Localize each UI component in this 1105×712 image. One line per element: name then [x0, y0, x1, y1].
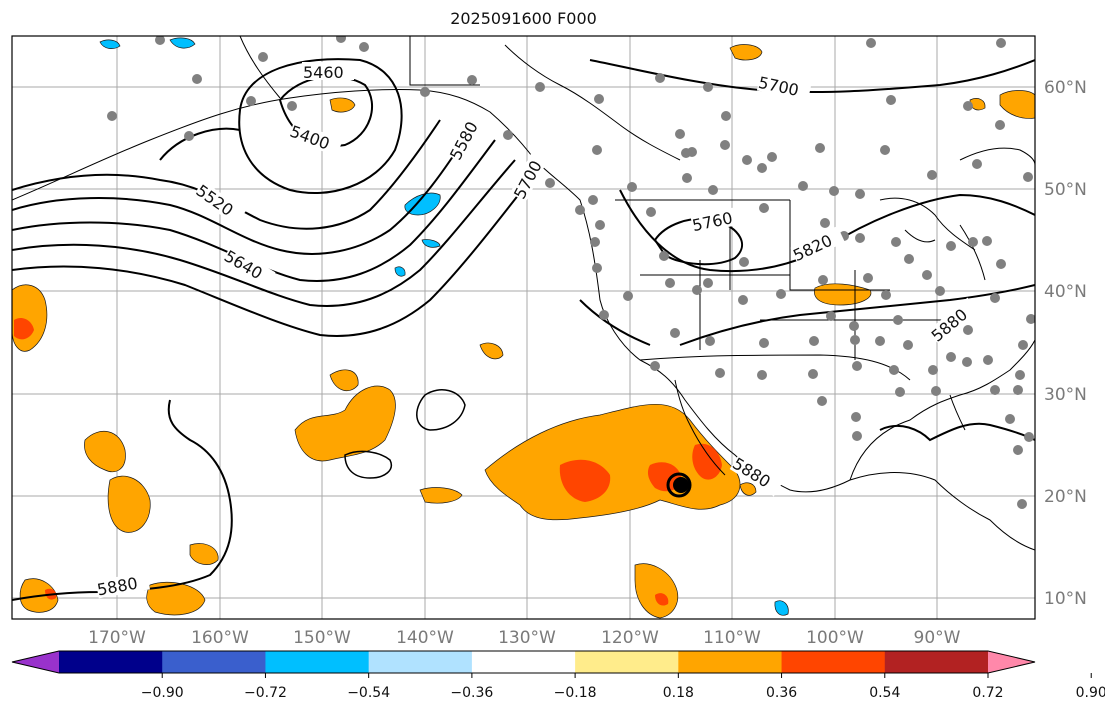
- colorbar-tick-label: 0.54: [869, 685, 900, 701]
- lon-label: 170°W: [88, 628, 146, 648]
- colorbar-segment: [59, 651, 163, 673]
- colorbar-extend-high: [988, 651, 1035, 673]
- colorbar-tick-label: −0.90: [141, 685, 184, 701]
- colorbar-outline: [11, 650, 1036, 674]
- colorbar-segment: [162, 651, 266, 673]
- lat-label: 30°N: [1044, 385, 1087, 405]
- islands: [344, 389, 466, 479]
- colorbar-segment: [678, 651, 783, 673]
- negative-shading: [99, 37, 789, 616]
- latitude-labels: 60°N 50°N 40°N 30°N 20°N 10°N: [1044, 78, 1087, 609]
- station-dots: [107, 36, 1035, 509]
- lon-label: 100°W: [806, 628, 864, 648]
- colorbar-tick-label: 0.18: [663, 685, 694, 701]
- lon-label: 140°W: [396, 628, 454, 648]
- colorbar-segment: [265, 651, 370, 673]
- colorbar-segment: [884, 651, 989, 673]
- lon-label: 110°W: [703, 628, 761, 648]
- colorbar-tick-label: 0.36: [766, 685, 797, 701]
- colorbar-segment: [368, 651, 473, 673]
- strong-positive-shading: [14, 318, 722, 606]
- lon-label: 90°W: [914, 628, 961, 648]
- lat-label: 60°N: [1044, 78, 1087, 98]
- colorbar-tick-label: 0.90: [1076, 685, 1105, 701]
- colorbar-tick-label: −0.18: [554, 685, 597, 701]
- colorbar-extend-low: [12, 651, 59, 673]
- lon-label: 120°W: [601, 628, 659, 648]
- colorbar-ticks: −0.90 −0.72 −0.54 −0.36 −0.18 0.18 0.36 0.54 0.7…: [141, 673, 1105, 701]
- lat-label: 10°N: [1044, 589, 1087, 609]
- lon-label: 150°W: [293, 628, 351, 648]
- colorbar-tick-label: −0.72: [244, 685, 287, 701]
- map-frame: [11, 35, 1036, 620]
- lat-label: 50°N: [1044, 180, 1087, 200]
- colorbar: [11, 650, 1036, 674]
- longitude-labels: 170°W 160°W 150°W 140°W 130°W 120°W 110°…: [88, 628, 961, 648]
- lat-label: 40°N: [1044, 282, 1087, 302]
- lon-label: 160°W: [191, 628, 249, 648]
- lon-label: 130°W: [498, 628, 556, 648]
- colorbar-segment: [471, 651, 576, 673]
- figure-title: 2025091600 F000: [450, 9, 597, 28]
- height-contours: [12, 58, 1035, 601]
- colorbar-segment: [575, 651, 679, 673]
- hurricane-marker: [666, 472, 692, 498]
- contour-label-5460: 5460: [303, 63, 344, 82]
- map-background: [12, 36, 1035, 619]
- colorbar-tick-label: −0.54: [347, 685, 390, 701]
- lat-label: 20°N: [1044, 487, 1087, 507]
- colorbar-tick-label: 0.72: [972, 685, 1003, 701]
- colorbar-tick-label: −0.36: [450, 685, 493, 701]
- colorbar-segment: [781, 651, 886, 673]
